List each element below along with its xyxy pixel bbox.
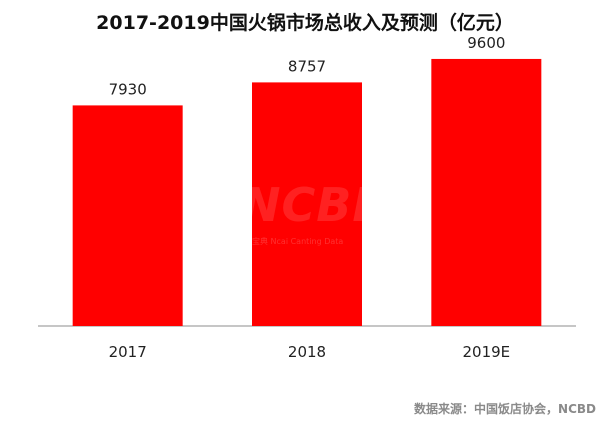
chart-title: 2017-2019中国火锅市场总收入及预测（亿元）	[96, 12, 514, 34]
value-label-2018: 8757	[288, 57, 326, 75]
bars-layer	[72, 58, 542, 326]
x-tick-label-2019E: 2019E	[463, 343, 511, 361]
bar-2019E	[431, 58, 542, 326]
bar-2018	[252, 82, 362, 326]
value-label-2019E: 9600	[467, 34, 505, 52]
x-tick-label-2018: 2018	[288, 343, 326, 361]
value-label-2017: 7930	[109, 80, 147, 98]
bar-2017	[72, 105, 183, 326]
x-tick-label-2017: 2017	[109, 343, 147, 361]
tick-labels-layer: 2017 2018 2019E	[109, 343, 511, 361]
value-labels-layer: 7930 8757 9600	[109, 34, 506, 98]
source-note: 数据来源：中国饭店协会，NCBD	[414, 402, 596, 416]
